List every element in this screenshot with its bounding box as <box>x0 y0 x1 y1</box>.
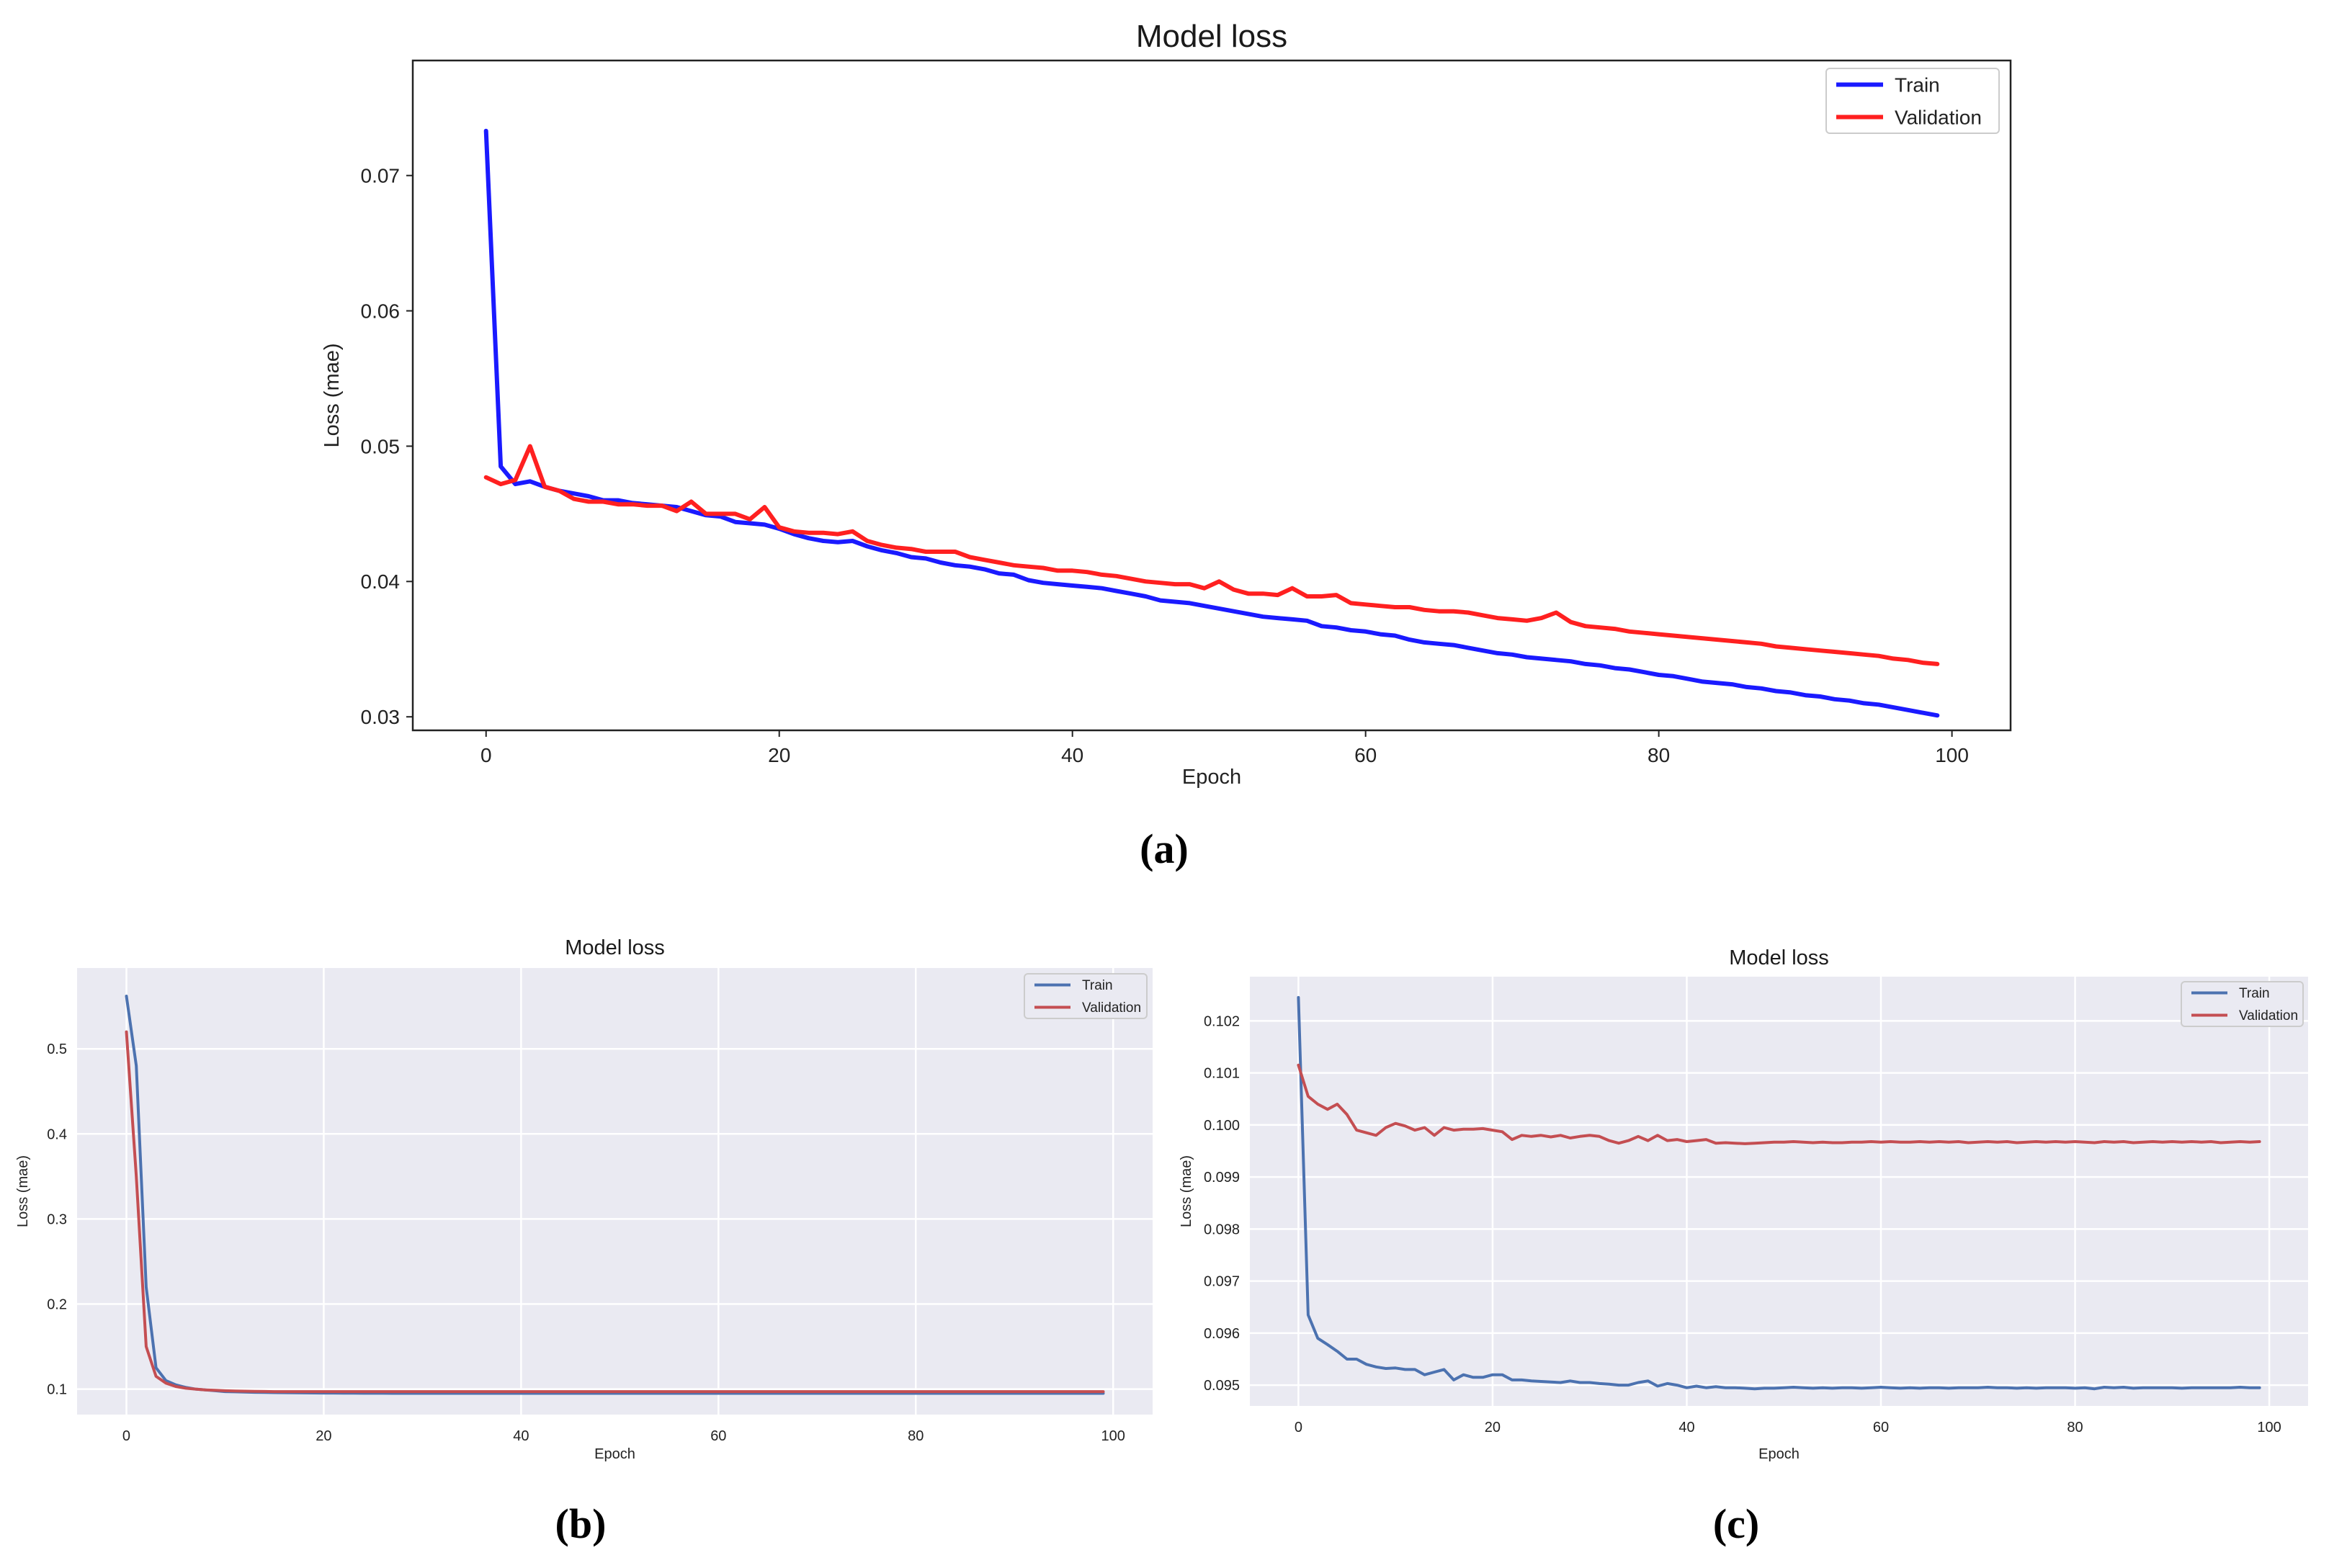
plot-area <box>411 59 2012 732</box>
series-line-validation <box>1297 1063 2261 1145</box>
x-axis-label: Epoch <box>1758 1446 1800 1462</box>
x-tick-label: 100 <box>1935 744 1969 766</box>
y-tick-label: 0.06 <box>361 300 401 322</box>
y-tick-label: 0.097 <box>1204 1274 1240 1290</box>
legend-label-validation: Validation <box>1082 1000 1141 1016</box>
y-tick-label: 0.5 <box>47 1041 67 1057</box>
chart-title: Model loss <box>1136 19 1287 54</box>
legend-label-train: Train <box>2239 986 2270 1001</box>
x-tick-label: 40 <box>1061 744 1083 766</box>
y-tick-label: 0.03 <box>361 706 401 728</box>
y-tick-label: 0.096 <box>1204 1326 1240 1342</box>
x-tick-label: 60 <box>710 1428 726 1444</box>
y-tick-label: 0.095 <box>1204 1378 1240 1394</box>
series-line-validation <box>483 444 1940 666</box>
series-line-validation <box>125 1030 1105 1394</box>
plot-area <box>77 968 1153 1415</box>
y-tick-label: 0.3 <box>47 1211 67 1227</box>
x-tick-label: 40 <box>513 1428 529 1444</box>
x-tick-label: 60 <box>1354 744 1377 766</box>
x-tick-label: 80 <box>908 1428 924 1444</box>
x-tick-label: 80 <box>1648 744 1670 766</box>
y-tick-label: 0.102 <box>1204 1013 1240 1029</box>
chart-title: Model loss <box>565 936 665 959</box>
series-line-train <box>1297 995 2261 1391</box>
y-axis-label: Loss (mae) <box>321 343 344 447</box>
y-tick-label: 0.098 <box>1204 1222 1240 1237</box>
legend-label-train: Train <box>1082 978 1113 993</box>
y-axis-label: Loss (mae) <box>1179 1155 1194 1227</box>
x-tick-label: 0 <box>1295 1420 1302 1435</box>
x-tick-label: 100 <box>1101 1428 1125 1444</box>
chart-c: 0 20 40 60 80 100 0.095 0.096 0.097 0.098 0.099 0.1… <box>1179 946 2308 1547</box>
y-tick-label: 0.2 <box>47 1296 67 1312</box>
legend-label-validation: Validation <box>1895 106 1982 128</box>
y-tick-label: 0.05 <box>361 435 401 457</box>
y-tick-label: 0.07 <box>361 164 401 187</box>
figure-caption: (a) <box>1140 825 1189 872</box>
x-tick-label: 60 <box>1873 1420 1889 1435</box>
y-tick-label: 0.099 <box>1204 1170 1240 1186</box>
x-tick-label: 40 <box>1678 1420 1694 1435</box>
y-tick-label: 0.101 <box>1204 1066 1240 1082</box>
x-axis-label: Epoch <box>594 1446 635 1462</box>
x-tick-label: 0 <box>480 744 492 766</box>
x-tick-label: 100 <box>2257 1420 2281 1435</box>
x-tick-label: 80 <box>2067 1420 2083 1435</box>
legend-label-validation: Validation <box>2239 1008 2298 1023</box>
chart-title: Model loss <box>1729 946 1829 969</box>
y-tick-label: 0.04 <box>361 570 401 593</box>
y-axis-label: Loss (mae) <box>15 1155 31 1227</box>
y-tick-label: 0.1 <box>47 1382 67 1398</box>
x-tick-label: 20 <box>1485 1420 1501 1435</box>
figure-caption: (c) <box>1713 1500 1759 1547</box>
x-tick-label: 20 <box>316 1428 331 1444</box>
x-tick-label: 0 <box>122 1428 130 1444</box>
chart-a: 0 20 40 60 80 100 0.03 0.04 0.05 0.06 0.07 Model lo… <box>321 19 2012 872</box>
y-tick-label: 0.100 <box>1204 1118 1240 1134</box>
x-axis-label: Epoch <box>1182 766 1241 789</box>
chart-b: 0 20 40 60 80 100 0.1 0.2 0.3 0.4 0.5 Model loss Epo… <box>15 936 1153 1547</box>
legend-label-train: Train <box>1895 73 1940 96</box>
y-tick-label: 0.4 <box>47 1126 67 1142</box>
x-tick-label: 20 <box>768 744 790 766</box>
plot-area <box>1250 977 2308 1406</box>
figure-caption: (b) <box>555 1500 607 1547</box>
series-line-train <box>483 128 1940 718</box>
